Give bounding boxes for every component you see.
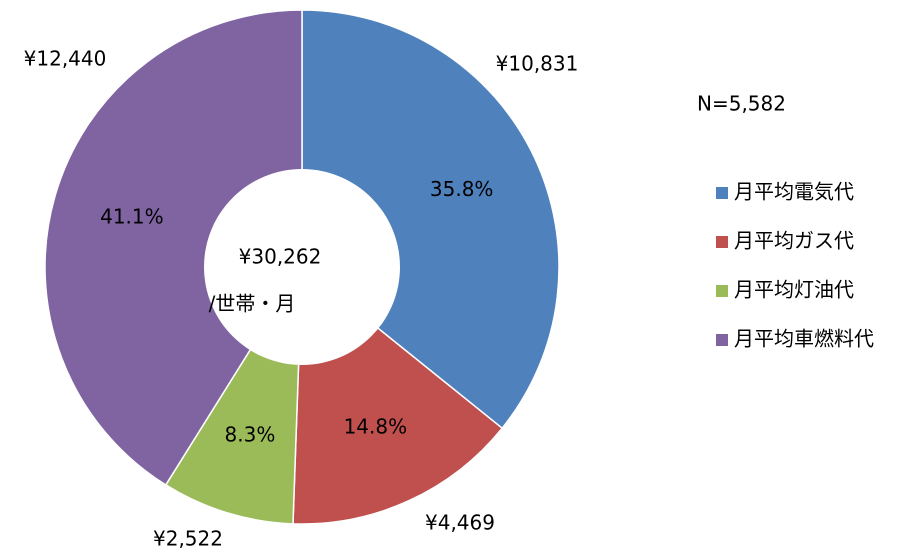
center-sublabel: /世帯・月 [209, 292, 296, 316]
donut-hole [204, 169, 400, 365]
legend-swatch [716, 236, 728, 248]
percent-label: 41.1% [100, 205, 164, 229]
value-label: ¥10,831 [496, 52, 579, 76]
slice [44, 9, 303, 486]
legend-label: 月平均電気代 [734, 180, 854, 204]
legend-swatch [716, 285, 728, 297]
slice [301, 9, 560, 430]
annotation: N=5,582 [697, 92, 786, 116]
value-label: ¥4,469 [425, 511, 495, 535]
legend-label: 月平均ガス代 [734, 229, 854, 253]
value-label: ¥2,522 [153, 527, 223, 551]
legend-swatch [716, 187, 728, 199]
percent-label: 14.8% [344, 415, 408, 439]
legend-label: 月平均車燃料代 [734, 327, 874, 351]
percent-label: 8.3% [225, 423, 276, 447]
legend-swatch [716, 334, 728, 346]
value-label: ¥12,440 [24, 47, 107, 71]
legend-label: 月平均灯油代 [734, 278, 854, 302]
center-label: ¥30,262 [239, 245, 322, 269]
percent-label: 35.8% [430, 177, 494, 201]
